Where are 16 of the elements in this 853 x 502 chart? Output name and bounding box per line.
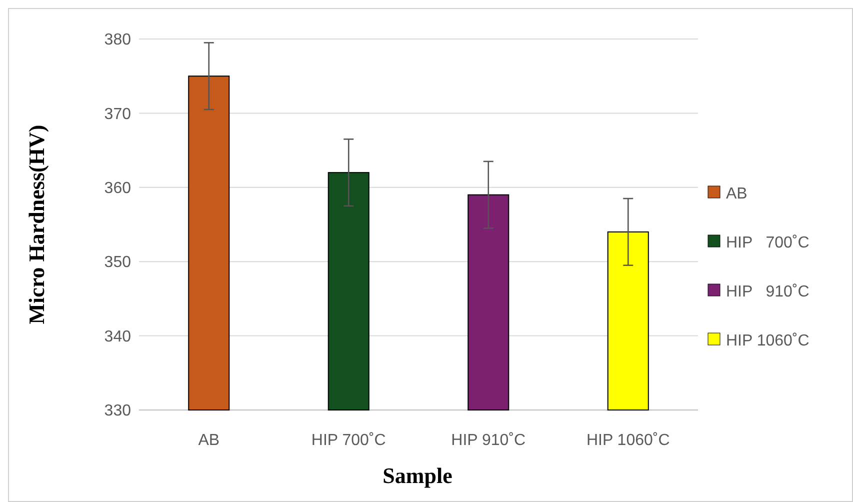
y-tick-label: 330: [104, 402, 132, 420]
legend-label: HIP 910˚C: [726, 284, 810, 301]
y-tick-label: 340: [104, 328, 132, 346]
y-tick-label: 370: [104, 106, 132, 123]
legend-label: AB: [726, 186, 748, 203]
y-axis-title: Micro Hardness(HV): [24, 124, 49, 324]
x-tick-label: HIP 1060˚C: [586, 432, 670, 449]
x-tick-label: HIP 700˚C: [311, 432, 386, 449]
x-axis-title: Sample: [382, 463, 453, 488]
x-tick-label: HIP 910˚C: [451, 432, 526, 449]
y-tick-label: 350: [104, 254, 132, 272]
legend-label: HIP 1060˚C: [726, 332, 810, 350]
x-tick-label: AB: [198, 432, 220, 449]
y-tick-label: 380: [104, 32, 132, 49]
y-tick-label: 360: [104, 180, 132, 197]
legend-label: HIP 700˚C: [726, 234, 810, 252]
